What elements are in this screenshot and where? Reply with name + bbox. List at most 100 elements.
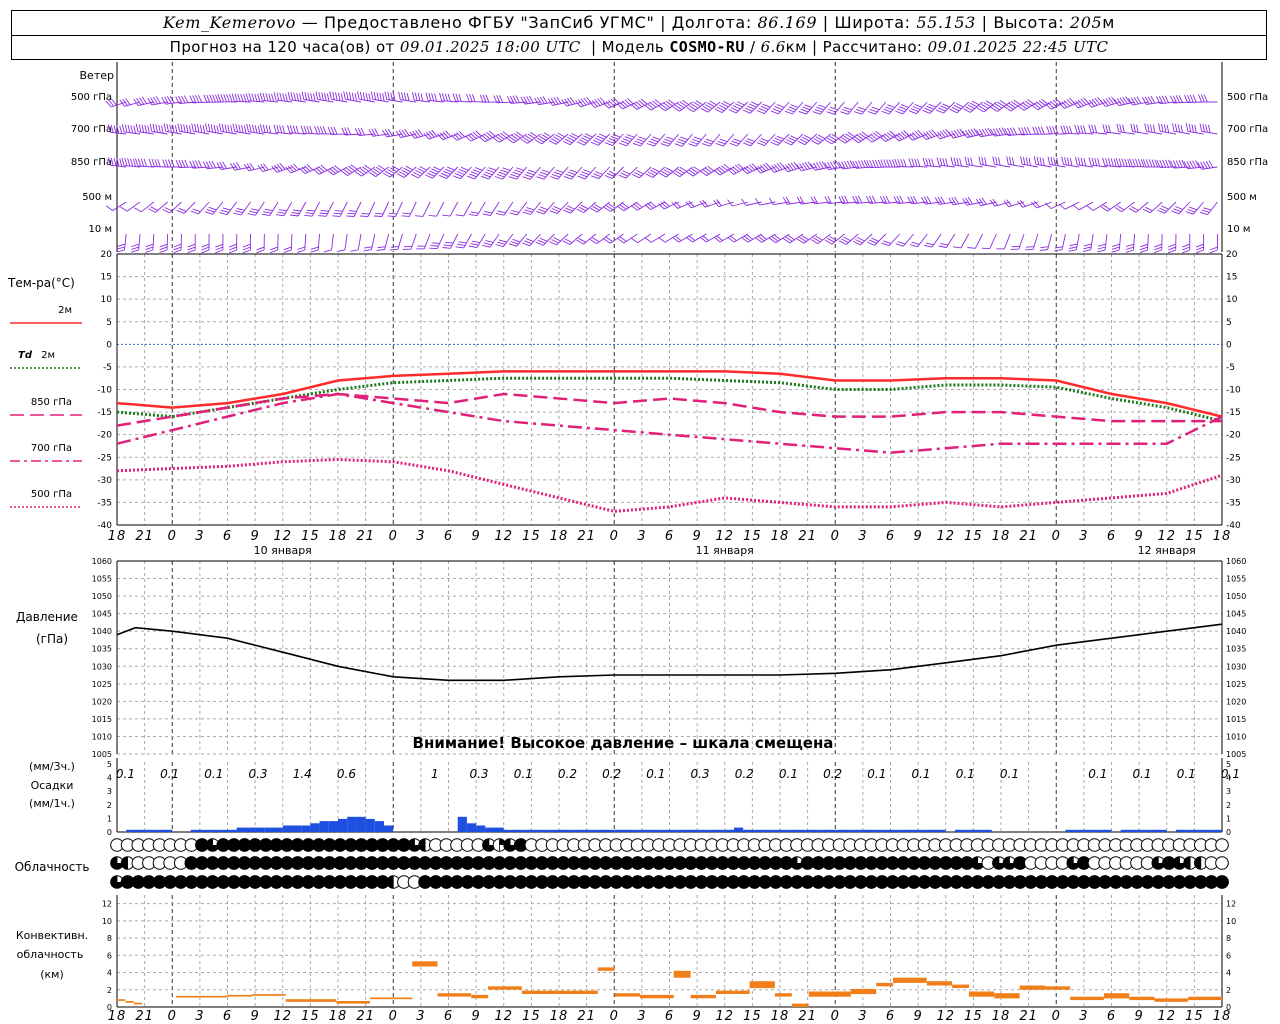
temp-hour-label: 3: [416, 529, 425, 544]
conv-cloud-bar: [968, 991, 995, 997]
wind-barb: [854, 101, 873, 115]
wind-barb: [590, 201, 610, 213]
prec-bar: [328, 821, 338, 832]
wind-barb: [796, 161, 817, 172]
prec-bar: [338, 818, 348, 832]
wind-barb: [1142, 95, 1163, 105]
pres-ylabel: Давление: [16, 610, 78, 624]
conv-hour-label: 21: [577, 1009, 596, 1024]
wind-barb: [1044, 201, 1066, 210]
prec-bar: [595, 829, 605, 832]
prec-bar: [144, 829, 154, 832]
wind-barb: [177, 123, 196, 135]
temp-hour-label: 0: [610, 529, 619, 544]
wind-barb: [563, 201, 583, 214]
temp-hour-label: 9: [913, 529, 922, 544]
temp-ytick-left: -40: [97, 521, 112, 531]
wind-barb: [728, 101, 749, 114]
wind-barb: [576, 233, 597, 245]
wind-barb: [1155, 95, 1177, 105]
prec-bar: [1203, 829, 1213, 832]
wind-barb: [116, 233, 127, 253]
prec-bar: [1129, 829, 1140, 832]
wind-barb: [273, 92, 293, 103]
day-label: 10 января: [254, 544, 312, 557]
wind-barb: [478, 130, 500, 143]
wind-barb: [962, 197, 983, 206]
wind-barb: [218, 123, 237, 135]
wind-barb: [714, 100, 735, 113]
wind-barb: [840, 101, 859, 115]
wind-barb: [387, 201, 403, 217]
prec-bar: [632, 829, 642, 832]
temp-ytick-right: -10: [1226, 386, 1241, 396]
wind-barb: [217, 94, 237, 103]
wind-barb: [879, 195, 900, 204]
wind-barb: [908, 101, 928, 115]
wind-barb: [547, 96, 569, 106]
prec-bar: [374, 821, 384, 832]
legend-label: 500 гПа: [31, 489, 72, 500]
wind-barb: [216, 161, 237, 170]
temp-hour-label: 9: [692, 529, 701, 544]
conv-cloud-bar: [952, 984, 969, 988]
wind-barb: [1020, 156, 1038, 168]
prec-bar: [568, 829, 578, 832]
wind-barb: [134, 158, 154, 168]
prec-total-label: 0.2: [823, 767, 842, 781]
prec-bar: [1065, 829, 1075, 832]
prec-bar: [752, 829, 762, 832]
wind-barb: [617, 233, 638, 244]
conv-hour-label: 15: [1185, 1009, 1204, 1024]
wind-barb: [756, 133, 776, 147]
conv-ytick-left: 4: [107, 969, 112, 978]
wind-level-label-left: 500 м: [82, 192, 112, 203]
wind-barb: [743, 133, 762, 147]
wind-barb: [672, 99, 693, 112]
prec-bar: [282, 825, 292, 832]
wind-barb: [686, 166, 707, 177]
wind-barb: [495, 233, 514, 248]
prec-bar: [816, 829, 826, 832]
wind-barb: [1058, 97, 1080, 109]
wind-barb: [1018, 126, 1038, 136]
conv-hour-label: 21: [356, 1009, 375, 1024]
temp-hour-label: 18: [992, 529, 1011, 544]
wind-barb: [921, 196, 942, 205]
prec-total-label: 0.1: [1088, 767, 1107, 781]
wind-barb: [603, 201, 624, 212]
wind-barb: [509, 201, 528, 216]
conv-cloud-bar: [488, 986, 522, 990]
prec-ytick-right: 3: [1226, 787, 1231, 796]
temp-hour-label: 18: [771, 529, 790, 544]
temp-ytick-right: 15: [1226, 273, 1237, 283]
wind-barb: [410, 166, 431, 179]
wind-barb: [314, 126, 334, 135]
wind-barb: [173, 233, 182, 254]
wind-barb: [119, 98, 141, 107]
temp-hour-label: 0: [389, 529, 398, 544]
wind-barb: [494, 166, 514, 180]
wind-barb: [1169, 95, 1190, 104]
wind-barb: [1116, 123, 1135, 135]
pres-ytick-left: 1025: [92, 680, 112, 689]
wind-barb: [549, 233, 569, 246]
prec-bar: [540, 829, 550, 832]
conv-cloud-bar: [1044, 986, 1071, 990]
temp-ytick-right: -35: [1226, 498, 1241, 508]
wind-barb: [713, 163, 735, 176]
temp-hour-label: 15: [743, 529, 762, 544]
wind-barb: [895, 233, 914, 247]
wind-barb: [672, 233, 693, 243]
wind-barb: [175, 159, 196, 169]
wind-barb: [482, 233, 500, 248]
prec-bar: [513, 829, 523, 832]
conv-ytick-left: 8: [107, 934, 112, 943]
wind-barb: [1198, 94, 1218, 103]
wind-barb: [159, 233, 169, 254]
pres-ytick-right: 1005: [1226, 750, 1246, 759]
prec-bar: [862, 829, 873, 832]
prec-bar: [835, 829, 845, 832]
wind-barb: [936, 101, 956, 114]
wind-barb: [1183, 160, 1204, 170]
